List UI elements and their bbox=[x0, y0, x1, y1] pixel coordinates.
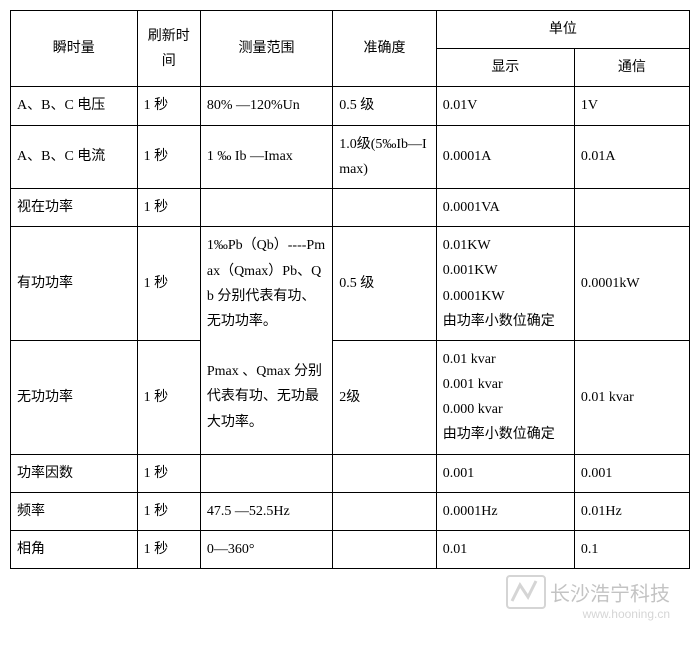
cell-name: A、B、C 电压 bbox=[11, 87, 138, 125]
table-row: 有功功率 1 秒 1‰Pb（Qb）----Pmax（Qmax）Pb、Qb 分别代… bbox=[11, 227, 690, 341]
cell-display: 0.01 kvar 0.001 kvar 0.000 kvar 由功率小数位确定 bbox=[436, 340, 574, 454]
cell-accuracy: 0.5 级 bbox=[333, 227, 437, 341]
spec-table: 瞬时量 刷新时间 测量范围 准确度 单位 显示 通信 A、B、C 电压 1 秒 … bbox=[10, 10, 690, 569]
cell-accuracy bbox=[333, 492, 437, 530]
cell-range: 0—360° bbox=[200, 531, 332, 569]
hdr-unit: 单位 bbox=[436, 11, 689, 49]
cell-refresh: 1 秒 bbox=[137, 87, 200, 125]
watermark: 长沙浩宁科技 www.hooning.cn bbox=[506, 575, 670, 621]
hdr-range: 测量范围 bbox=[200, 11, 332, 87]
cell-comm: 0.01 kvar bbox=[574, 340, 689, 454]
cell-refresh: 1 秒 bbox=[137, 454, 200, 492]
cell-accuracy bbox=[333, 188, 437, 226]
cell-display: 0.001 bbox=[436, 454, 574, 492]
cell-accuracy bbox=[333, 531, 437, 569]
cell-refresh: 1 秒 bbox=[137, 340, 200, 454]
cell-range: 47.5 —52.5Hz bbox=[200, 492, 332, 530]
cell-comm: 0.1 bbox=[574, 531, 689, 569]
cell-display: 0.0001VA bbox=[436, 188, 574, 226]
cell-refresh: 1 秒 bbox=[137, 531, 200, 569]
cell-refresh: 1 秒 bbox=[137, 492, 200, 530]
cell-range bbox=[200, 454, 332, 492]
cell-comm bbox=[574, 188, 689, 226]
cell-display: 0.01 bbox=[436, 531, 574, 569]
cell-refresh: 1 秒 bbox=[137, 188, 200, 226]
cell-name: 无功功率 bbox=[11, 340, 138, 454]
hdr-comm: 通信 bbox=[574, 49, 689, 87]
cell-comm: 0.01A bbox=[574, 125, 689, 188]
table-row: 相角 1 秒 0—360° 0.01 0.1 bbox=[11, 531, 690, 569]
cell-comm: 1V bbox=[574, 87, 689, 125]
cell-range: 1 ‰ Ib —Imax bbox=[200, 125, 332, 188]
cell-name: 相角 bbox=[11, 531, 138, 569]
watermark-title: 长沙浩宁科技 bbox=[550, 584, 670, 606]
cell-display: 0.01KW 0.001KW 0.0001KW 由功率小数位确定 bbox=[436, 227, 574, 341]
cell-comm: 0.0001kW bbox=[574, 227, 689, 341]
cell-name: 频率 bbox=[11, 492, 138, 530]
table-row: 频率 1 秒 47.5 —52.5Hz 0.0001Hz 0.01Hz bbox=[11, 492, 690, 530]
cell-range: 1‰Pb（Qb）----Pmax（Qmax）Pb、Qb 分别代表有功、无功功率。 bbox=[200, 227, 332, 341]
cell-range: Pmax 、Qmax 分别代表有功、无功最大功率。 bbox=[200, 340, 332, 454]
cell-accuracy: 1.0级(5‰Ib—Imax) bbox=[333, 125, 437, 188]
hdr-refresh: 刷新时间 bbox=[137, 11, 200, 87]
cell-display: 0.01V bbox=[436, 87, 574, 125]
cell-name: 有功功率 bbox=[11, 227, 138, 341]
cell-name: A、B、C 电流 bbox=[11, 125, 138, 188]
cell-comm: 0.01Hz bbox=[574, 492, 689, 530]
table-row: 功率因数 1 秒 0.001 0.001 bbox=[11, 454, 690, 492]
cell-refresh: 1 秒 bbox=[137, 125, 200, 188]
table-row: A、B、C 电压 1 秒 80% —120%Un 0.5 级 0.01V 1V bbox=[11, 87, 690, 125]
cell-comm: 0.001 bbox=[574, 454, 689, 492]
watermark-url: www.hooning.cn bbox=[506, 607, 670, 621]
cell-accuracy: 2级 bbox=[333, 340, 437, 454]
cell-range bbox=[200, 188, 332, 226]
cell-display: 0.0001Hz bbox=[436, 492, 574, 530]
cell-display: 0.0001A bbox=[436, 125, 574, 188]
hdr-display: 显示 bbox=[436, 49, 574, 87]
hdr-accuracy: 准确度 bbox=[333, 11, 437, 87]
cell-name: 视在功率 bbox=[11, 188, 138, 226]
table-row: A、B、C 电流 1 秒 1 ‰ Ib —Imax 1.0级(5‰Ib—Imax… bbox=[11, 125, 690, 188]
table-row: 无功功率 1 秒 Pmax 、Qmax 分别代表有功、无功最大功率。 2级 0.… bbox=[11, 340, 690, 454]
watermark-logo-icon bbox=[506, 575, 546, 609]
table-row: 视在功率 1 秒 0.0001VA bbox=[11, 188, 690, 226]
hdr-instant: 瞬时量 bbox=[11, 11, 138, 87]
cell-name: 功率因数 bbox=[11, 454, 138, 492]
header-row-1: 瞬时量 刷新时间 测量范围 准确度 单位 bbox=[11, 11, 690, 49]
cell-range: 80% —120%Un bbox=[200, 87, 332, 125]
cell-accuracy: 0.5 级 bbox=[333, 87, 437, 125]
cell-refresh: 1 秒 bbox=[137, 227, 200, 341]
cell-accuracy bbox=[333, 454, 437, 492]
